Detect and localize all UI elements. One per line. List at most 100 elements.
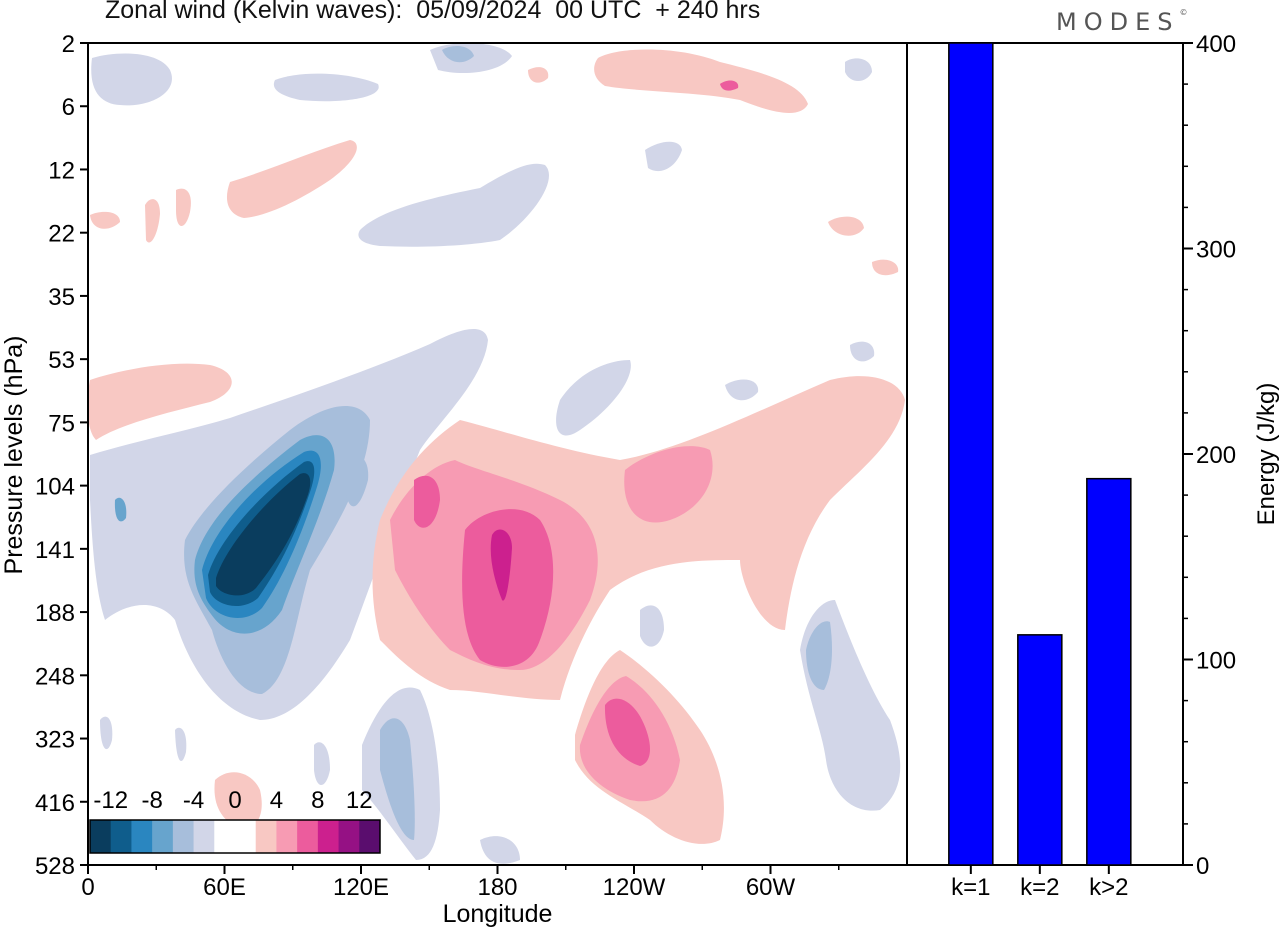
y-tick-label-22: 22 [48,221,75,248]
bar-category-label-k>2: k>2 [1089,874,1128,901]
contour-region-12 [145,199,160,243]
contour-region-38 [604,698,650,766]
colorbar-swatch-14 [359,820,381,853]
colorbar-swatch-9 [255,820,277,853]
y-tick-label-2: 2 [62,31,75,58]
bar-category-label-k=1: k=1 [951,874,990,901]
contour-region-35 [624,446,713,523]
contour-region-45 [175,727,187,762]
contour-region-48 [480,836,520,864]
colorbar-label--4: -4 [183,787,204,814]
x-tick-label-180: 180 [477,874,517,901]
energy-tick-label-100: 100 [1196,648,1236,675]
bar-k=2 [1017,634,1063,866]
colorbar-swatch-1 [90,820,112,853]
y-tick-label-141: 141 [35,537,75,564]
contour-region-27 [124,461,139,511]
energy-tick-label-400: 400 [1196,31,1236,58]
heatmap-panel: -12 -8 -4 0 4 8 12 2 6 12 22 35 53 75 104 141 188 248 323… [0,31,908,928]
contour-fields [88,43,905,864]
modes-logo: MODES© [1056,8,1187,36]
contour-region-47 [314,742,330,785]
contour-region-1 [91,53,172,106]
colorbar-border [89,819,381,854]
y-tick-label-53: 53 [48,347,75,374]
contour-region-34 [414,475,440,528]
energy-bar-panel: k=1 k=2 k>2 0 100 200 300 400 Energy (J/kg) [906,31,1280,901]
contour-region-17 [88,363,232,440]
y-tick-label-6: 6 [62,94,75,121]
contour-region-10 [358,163,549,247]
energy-tick-label-300: 300 [1196,237,1236,264]
contour-region-20 [850,341,875,362]
y-tick-label-248: 248 [35,663,75,690]
brand-name: MODES [1056,8,1180,36]
contour-region-14 [828,216,864,236]
contour-region-29 [114,497,127,522]
energy-bars: k=1 k=2 k>2 [948,42,1132,901]
colorbar: -12 -8 -4 0 4 8 12 [89,787,381,854]
y-tick-label-104: 104 [35,474,75,501]
colorbar-swatch-8 [235,820,257,853]
contour-region-19 [725,379,759,401]
colorbar-swatch-4 [152,820,174,853]
contour-region-41 [806,621,832,690]
x-tick-label-60W: 60W [746,874,796,901]
contour-region-6 [594,49,808,113]
contour-region-9 [645,141,682,172]
colorbar-swatch-12 [317,820,340,853]
y-tick-label-35: 35 [48,284,75,311]
contour-region-26 [216,473,311,596]
bar-category-label-k=2: k=2 [1020,874,1059,901]
contour-region-2 [273,73,379,102]
colorbar-label--12: -12 [93,787,128,814]
contour-region-4 [442,46,474,63]
colorbar-label-0: 0 [228,787,241,814]
x-tick-label-60E: 60E [203,874,246,901]
contour-region-15 [90,211,120,229]
chart-title: Zonal wind (Kelvin waves): 05/09/2024 00… [105,0,761,24]
energy-tick-label-0: 0 [1196,853,1209,880]
contour-region-46 [214,772,262,830]
colorbar-swatch-13 [338,820,360,853]
colorbar-swatch-7 [214,820,236,853]
x-tick-label-0: 0 [81,874,94,901]
y-axis-label: Pressure levels (hPa) [0,336,28,575]
colorbar-swatch-3 [131,820,153,853]
colorbar-swatch-5 [172,820,195,853]
y-tick-label-323: 323 [35,727,75,754]
colorbar-label-12: 12 [346,787,373,814]
colorbar-label--8: -8 [141,787,162,814]
colorbar-label-8: 8 [311,787,324,814]
x-tick-label-120E: 120E [333,874,389,901]
contour-region-18 [556,360,631,436]
contour-region-7 [720,80,739,91]
contour-region-43 [380,718,415,840]
y-tick-label-12: 12 [48,157,75,184]
colorbar-swatch-11 [297,820,319,853]
colorbar-label-4: 4 [270,787,283,814]
colorbar-swatch-10 [276,820,298,853]
contour-region-16 [872,259,899,276]
contour-region-11 [226,140,357,218]
x-tick-label-120W: 120W [603,874,666,901]
colorbar-swatch-6 [193,820,215,853]
contour-region-44 [100,716,113,750]
energy-axis-label: Energy (J/kg) [1253,383,1280,526]
x-axis-label: Longitude [443,900,553,928]
y-tick-label-528: 528 [35,853,75,880]
contour-region-13 [176,188,191,226]
bar-k>2 [1086,477,1132,866]
bar-axes: 0 100 200 300 400 Energy (J/kg) [1183,31,1280,880]
contour-region-8 [528,67,549,83]
bar-k=1 [948,42,994,866]
colorbar-swatch-2 [110,820,132,853]
y-tick-label-75: 75 [48,410,75,437]
contour-region-33 [490,529,512,601]
y-tick-label-416: 416 [35,790,75,817]
contour-region-39 [640,605,664,647]
contour-region-28 [346,455,369,507]
y-tick-label-188: 188 [35,600,75,627]
